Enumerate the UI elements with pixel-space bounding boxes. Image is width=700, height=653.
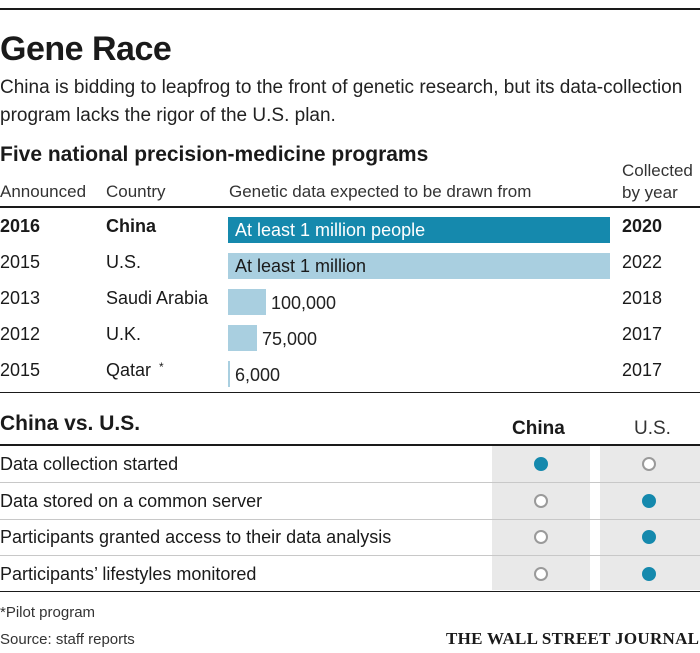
source-note: Source: staff reports — [0, 631, 135, 648]
bar-value-label: 75,000 — [262, 329, 318, 349]
bar — [228, 325, 257, 351]
page-subtitle: China is bidding to leapfrog to the fron… — [0, 77, 683, 126]
us-no-dot-icon — [642, 457, 656, 471]
row-announced: 2015 — [0, 360, 41, 380]
us-yes-dot-icon — [642, 494, 656, 508]
comparison-row-label: Participants granted access to their dat… — [0, 527, 392, 547]
comparison-header-china: China — [512, 418, 565, 439]
bar-value-label: 6,000 — [235, 365, 281, 385]
china-no-dot-icon — [534, 530, 548, 544]
comparison-row-divider — [0, 555, 700, 556]
row-country: Saudi Arabia — [106, 288, 209, 308]
column-header-collected-by-year: Collected by year — [622, 161, 693, 202]
column-header-country: Country — [106, 182, 166, 201]
bar-value-label: At least 1 million people — [235, 220, 426, 240]
table-header-rule — [0, 206, 700, 208]
bar — [228, 253, 610, 279]
bar — [228, 361, 230, 387]
comparison-header-rule — [0, 444, 700, 446]
china-no-dot-icon — [534, 567, 548, 581]
row-collected-year: 2018 — [622, 288, 663, 308]
footnote: *Pilot program — [0, 604, 96, 621]
row-country: China — [106, 216, 157, 236]
us-yes-dot-icon — [642, 567, 656, 581]
top-rule — [0, 8, 700, 10]
china-no-dot-icon — [534, 494, 548, 508]
us-yes-dot-icon — [642, 530, 656, 544]
row-announced: 2015 — [0, 252, 41, 272]
bar — [228, 217, 610, 243]
row-collected-year: 2017 — [622, 324, 663, 344]
comparison-bottom-rule — [0, 591, 700, 592]
china-yes-dot-icon — [534, 457, 548, 471]
comparison-row-divider — [0, 482, 700, 483]
chart-title: Five national precision-medicine program… — [0, 143, 429, 166]
row-announced: 2013 — [0, 288, 41, 308]
row-collected-year: 2017 — [622, 360, 663, 380]
row-collected-year: 2020 — [622, 216, 663, 236]
publisher-logo: THE WALL STREET JOURNAL. — [446, 629, 700, 648]
chart-bottom-rule — [0, 392, 700, 393]
row-announced: 2016 — [0, 216, 41, 236]
pilot-footnote-mark: * — [159, 360, 164, 374]
row-country: Qatar — [106, 360, 152, 380]
bar-value-label: 100,000 — [271, 293, 337, 313]
row-announced: 2012 — [0, 324, 41, 344]
row-country: U.S. — [106, 252, 142, 272]
row-collected-year: 2022 — [622, 252, 663, 272]
comparison-header-us: U.S. — [634, 418, 671, 439]
comparison-title: China vs. U.S. — [0, 412, 141, 435]
comparison-row-label: Participants’ lifestyles monitored — [0, 564, 257, 584]
comparison-row-divider — [0, 519, 700, 520]
bar-value-label: At least 1 million — [235, 256, 367, 276]
page-title: Gene Race — [0, 30, 172, 68]
bar — [228, 289, 266, 315]
comparison-row-label: Data stored on a common server — [0, 491, 263, 511]
comparison-row-label: Data collection started — [0, 454, 179, 474]
column-header-announced: Announced — [0, 182, 87, 201]
row-country: U.K. — [106, 324, 142, 344]
column-header-genetic-data: Genetic data expected to be drawn from — [229, 182, 532, 201]
